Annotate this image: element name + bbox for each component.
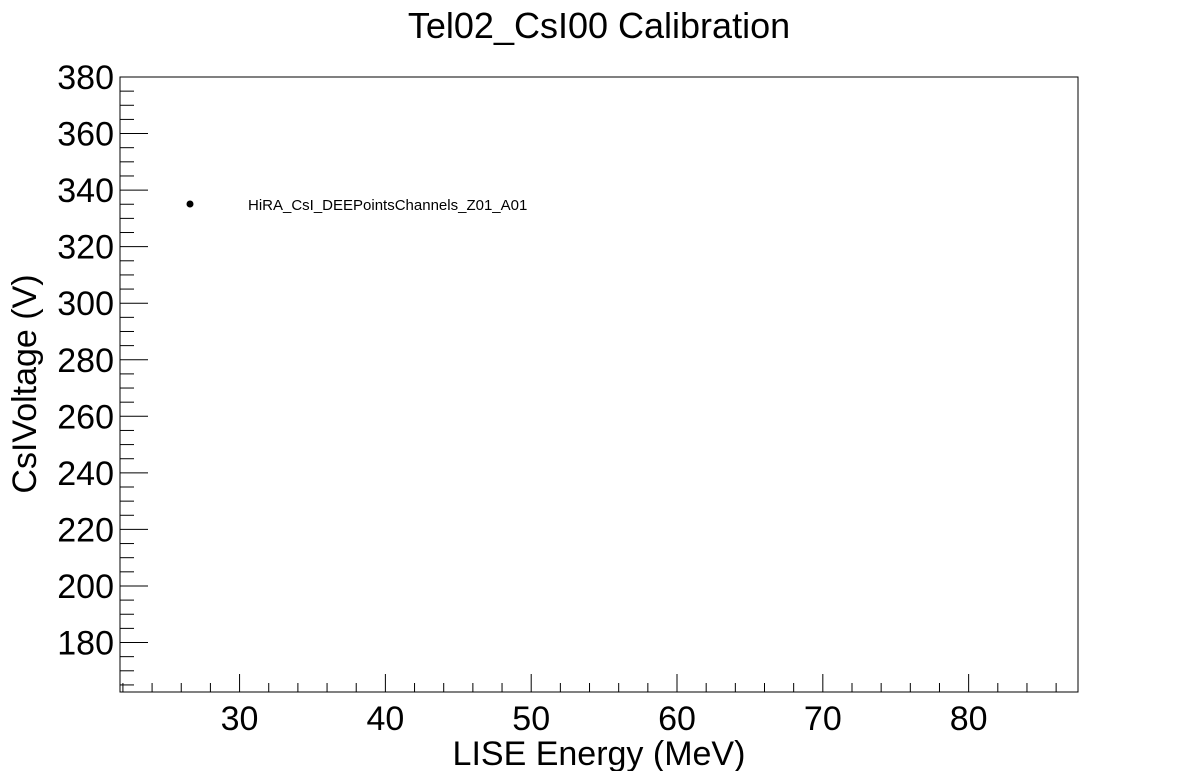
y-tick-label: 200 [57, 568, 114, 606]
y-tick-label: 360 [57, 116, 114, 154]
y-axis-label: CsIVoltage (V) [6, 274, 44, 493]
y-tick-label: 320 [57, 229, 114, 267]
legend-marker [186, 200, 194, 208]
y-tick-label: 240 [57, 455, 114, 493]
chart-title: Tel02_CsI00 Calibration [408, 5, 790, 46]
legend-entry: HiRA_CsI_DEEPointsChannels_Z01_A01 [248, 197, 527, 214]
y-tick-label: 220 [57, 511, 114, 549]
x-tick-label: 70 [804, 700, 842, 738]
x-tick-label: 50 [512, 700, 550, 738]
x-tick-label: 60 [658, 700, 696, 738]
plot-frame [119, 76, 1079, 693]
x-tick-label: 30 [221, 700, 259, 738]
legend: HiRA_CsI_DEEPointsChannels_Z01_A01 [186, 197, 527, 214]
x-tick-label: 80 [950, 700, 988, 738]
y-tick-label: 340 [57, 172, 114, 210]
x-axis-label: LISE Energy (MeV) [453, 735, 746, 771]
y-tick-label: 300 [57, 285, 114, 323]
y-tick-label: 280 [57, 342, 114, 380]
y-tick-label: 180 [57, 625, 114, 663]
x-tick-label: 40 [366, 700, 404, 738]
y-tick-label: 380 [57, 59, 114, 97]
y-tick-label: 260 [57, 398, 114, 436]
y-axis: 180 200 220 240 260 280 300 320 340 360 380 [57, 59, 148, 686]
x-axis: 30 40 50 60 70 80 [122, 674, 1057, 738]
